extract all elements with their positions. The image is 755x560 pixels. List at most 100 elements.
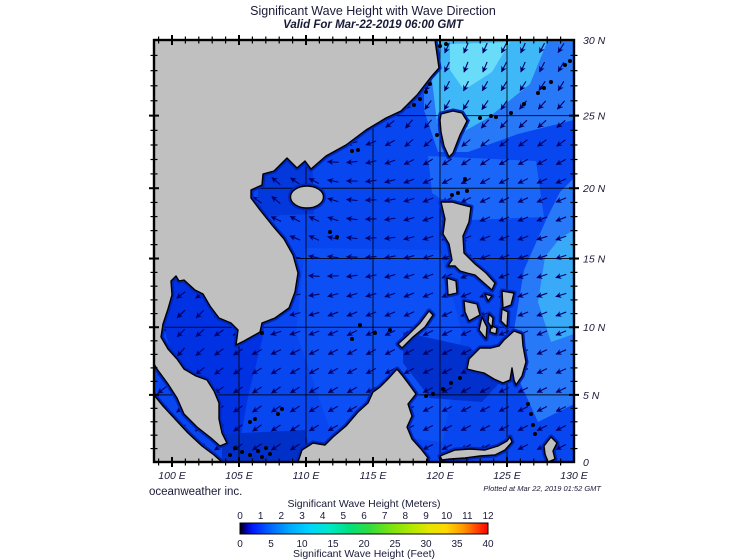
wave-arrow	[233, 424, 243, 432]
wave-arrow	[422, 443, 434, 451]
wave-arrow	[365, 367, 377, 375]
wave-arrow	[555, 273, 567, 279]
feet-tick-label: 0	[237, 539, 243, 550]
islet	[233, 446, 237, 450]
wave-arrow	[422, 424, 434, 432]
wave-arrow	[479, 425, 491, 431]
meters-tick-label: 2	[279, 511, 285, 522]
wave-arrow	[422, 348, 434, 356]
islet	[542, 86, 546, 90]
wave-arrow	[308, 405, 320, 413]
wave-arrow	[251, 348, 263, 356]
wave-arrow	[308, 424, 319, 432]
wave-arrow	[422, 197, 434, 203]
islet	[526, 402, 530, 406]
islet	[458, 376, 462, 380]
wave-arrow	[444, 80, 450, 92]
islet	[373, 331, 377, 335]
wave-arrow	[422, 386, 434, 394]
wave-arrow	[536, 197, 548, 203]
wave-arrow	[308, 367, 320, 375]
islet	[435, 133, 439, 137]
wave-arrow	[537, 100, 547, 110]
wave-arrow	[403, 273, 415, 279]
wave-arrow	[555, 216, 567, 222]
islet	[536, 91, 540, 95]
wave-arrow	[252, 386, 262, 394]
wave-arrow	[460, 386, 472, 394]
wave-arrow	[365, 178, 377, 184]
wave-arrow	[461, 158, 471, 166]
wave-arrow	[289, 405, 300, 413]
wave-arrow	[518, 139, 528, 147]
wave-arrow	[270, 424, 281, 432]
wave-arrow	[384, 197, 396, 203]
islet	[228, 453, 232, 457]
feet-tick-label: 5	[268, 539, 274, 550]
wave-arrow	[556, 139, 566, 147]
wave-arrow	[538, 81, 546, 91]
islet	[509, 111, 513, 115]
wave-arrow	[405, 119, 413, 129]
wave-arrow	[517, 387, 529, 393]
wave-arrow	[517, 444, 529, 450]
wave-arrow	[556, 100, 566, 110]
islet	[465, 189, 469, 193]
wave-arrow	[463, 42, 469, 54]
islet	[268, 452, 272, 456]
islet	[463, 177, 467, 181]
wave-arrow	[422, 273, 434, 279]
meters-tick-label: 8	[403, 511, 409, 522]
wave-arrow	[422, 235, 434, 241]
islet	[388, 328, 392, 332]
wave-arrow	[555, 158, 567, 166]
wave-arrow	[479, 216, 491, 222]
wave-height-bands	[165, 40, 574, 462]
wave-arrow	[365, 311, 377, 317]
islet	[264, 446, 268, 450]
wave-arrow	[271, 177, 281, 185]
islet	[441, 387, 445, 391]
wave-arrow	[327, 292, 339, 298]
islet	[533, 432, 537, 436]
wave-arrow	[499, 119, 509, 129]
wave-arrow	[479, 235, 491, 241]
wave-arrow	[346, 159, 358, 165]
wave-arrow	[423, 138, 433, 148]
lon-label: 125 E	[493, 470, 521, 482]
wave-arrow	[536, 158, 548, 166]
feet-tick-label: 15	[327, 539, 339, 550]
wave-arrow	[460, 196, 472, 204]
feet-tick-label: 25	[389, 539, 401, 550]
wave-arrow	[501, 42, 507, 54]
wave-arrow	[424, 100, 432, 110]
wave-arrow	[233, 367, 243, 375]
wave-arrow	[536, 292, 548, 298]
wave-arrow	[520, 61, 526, 73]
wave-arrow	[270, 349, 282, 355]
islet	[335, 235, 339, 239]
wave-arrow	[403, 216, 415, 222]
wave-arrow	[463, 80, 469, 92]
wave-arrow	[308, 311, 320, 317]
wave-arrow	[384, 330, 396, 336]
lat-label: 25 N	[582, 111, 606, 123]
wave-arrow	[195, 309, 205, 319]
islet	[248, 453, 252, 457]
wave-arrow	[441, 177, 453, 185]
wave-arrow	[462, 100, 470, 111]
lat-label: 10 N	[583, 322, 606, 334]
wave-arrow	[422, 330, 434, 336]
colorbar-meter-ticks: 0 1 2 3 4 5 6 7 8 9 10 11 12	[237, 511, 494, 522]
lon-label: 100 E	[158, 470, 186, 482]
wave-arrow	[327, 330, 339, 336]
wave-arrow	[536, 216, 548, 222]
lat-label: 15 N	[583, 254, 606, 266]
wave-arrow	[289, 235, 301, 241]
lon-label: 130 E	[560, 470, 588, 482]
meters-tick-label: 0	[237, 511, 243, 522]
wave-arrow	[557, 62, 565, 73]
islet	[568, 59, 572, 63]
wave-arrow	[536, 311, 548, 317]
wave-arrow	[327, 273, 339, 279]
